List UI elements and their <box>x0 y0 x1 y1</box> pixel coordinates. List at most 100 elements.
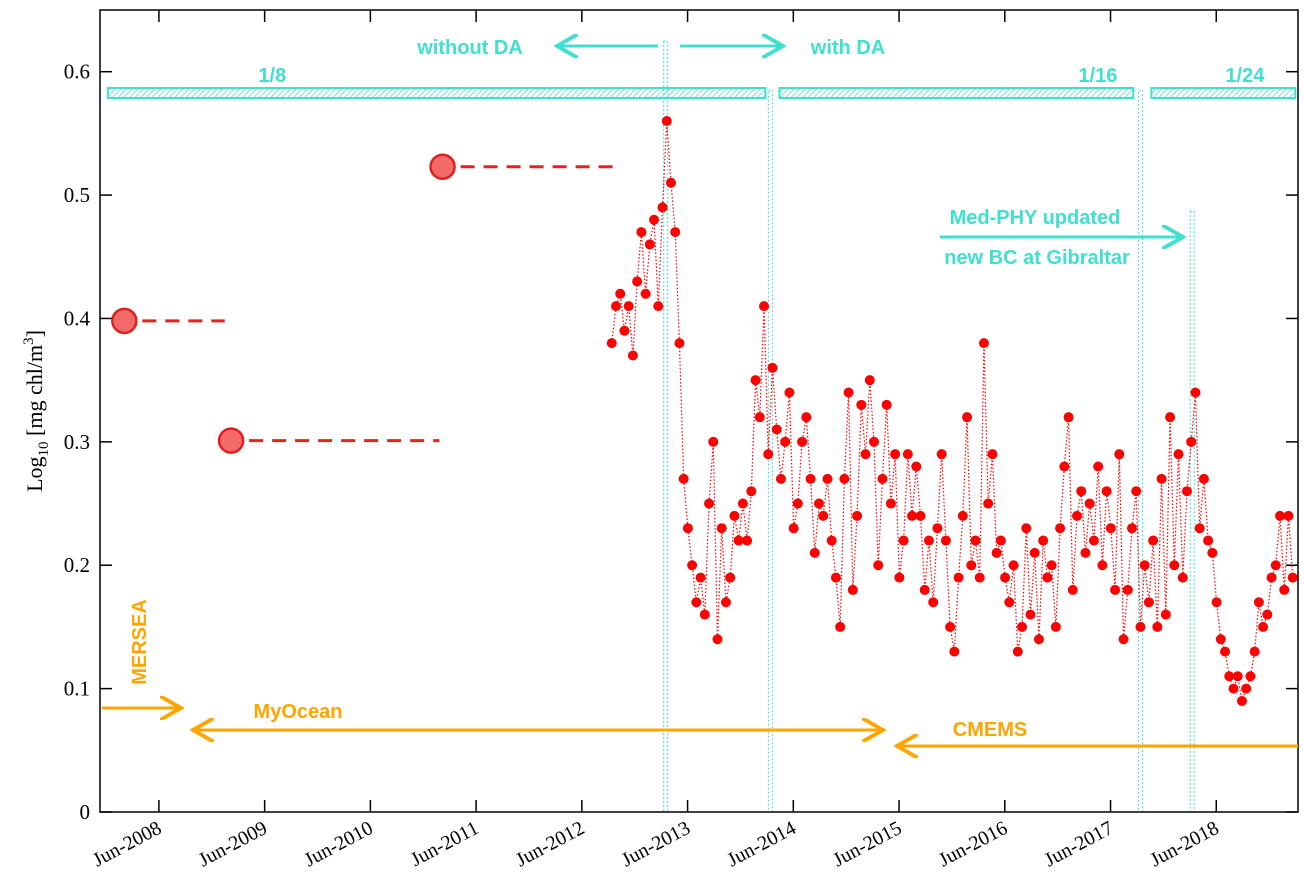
data-point <box>687 560 698 571</box>
data-point <box>1038 535 1049 546</box>
data-point <box>1021 523 1032 534</box>
data-point <box>881 399 892 410</box>
data-point <box>966 560 977 571</box>
data-point <box>1224 671 1235 682</box>
data-point <box>1228 683 1239 694</box>
reference-marker <box>111 307 138 335</box>
data-point <box>1211 597 1222 608</box>
data-point <box>890 449 901 460</box>
data-point <box>619 325 630 336</box>
data-point <box>712 634 723 645</box>
data-point <box>1080 547 1091 558</box>
data-point <box>1253 597 1264 608</box>
data-point <box>737 498 748 509</box>
data-point <box>759 301 770 312</box>
data-point <box>1236 695 1247 706</box>
data-point <box>1110 584 1121 595</box>
data-point <box>843 387 854 398</box>
data-point <box>1059 461 1070 472</box>
data-point <box>661 116 672 127</box>
data-point <box>1139 560 1150 571</box>
event-line <box>1137 89 1143 813</box>
x-tick-label: Jun-2008 <box>89 817 165 871</box>
data-point <box>830 572 841 583</box>
data-point <box>1177 572 1188 583</box>
data-point <box>822 473 833 484</box>
data-point <box>699 609 710 620</box>
data-point <box>1143 597 1154 608</box>
data-point <box>623 301 634 312</box>
data-point <box>945 621 956 632</box>
x-tick-label: Jun-2011 <box>407 817 482 871</box>
data-point <box>1165 412 1176 423</box>
data-point <box>780 436 791 447</box>
x-tick-label: Jun-2012 <box>512 817 588 871</box>
data-point <box>632 276 643 287</box>
data-point <box>1084 498 1095 509</box>
data-point <box>1008 560 1019 571</box>
data-point <box>1232 671 1243 682</box>
data-point <box>615 288 626 299</box>
data-point <box>1270 560 1281 571</box>
data-point <box>716 523 727 534</box>
annotation: new BC at Gibraltar <box>944 247 1130 269</box>
data-point <box>894 572 905 583</box>
data-point <box>1220 646 1231 657</box>
resolution-label: 1/8 <box>258 65 286 87</box>
data-point <box>674 338 685 349</box>
data-point <box>1033 634 1044 645</box>
data-point <box>1245 671 1256 682</box>
data-point <box>670 227 681 238</box>
resolution-label: 1/16 <box>1078 65 1117 87</box>
data-point <box>864 375 875 386</box>
data-point <box>1190 387 1201 398</box>
y-tick-label: 0.5 <box>64 183 90 207</box>
data-point <box>1207 547 1218 558</box>
data-point <box>665 177 676 188</box>
data-point <box>1072 510 1083 521</box>
y-tick-label: 0 <box>80 800 91 824</box>
data-point <box>970 535 981 546</box>
data-point <box>1004 597 1015 608</box>
data-point <box>1283 510 1294 521</box>
data-point <box>729 510 740 521</box>
data-point <box>1105 523 1116 534</box>
data-point <box>919 584 930 595</box>
reference-marker <box>217 427 245 454</box>
data-point <box>1093 461 1104 472</box>
data-point <box>839 473 850 484</box>
event-line <box>1189 210 1195 813</box>
data-point <box>725 572 736 583</box>
y-tick-label: 0.4 <box>64 306 91 330</box>
data-point <box>949 646 960 657</box>
data-point <box>1241 683 1252 694</box>
data-point <box>805 473 816 484</box>
data-point <box>1169 560 1180 571</box>
x-tick-label: Jun-2018 <box>1147 817 1223 871</box>
data-point <box>1173 449 1184 460</box>
data-point <box>733 535 744 546</box>
x-tick-label: Jun-2015 <box>829 817 905 871</box>
data-point <box>606 338 617 349</box>
data-point <box>797 436 808 447</box>
data-point <box>932 523 943 534</box>
data-point <box>1152 621 1163 632</box>
x-tick-label: Jun-2009 <box>195 817 271 871</box>
data-point <box>1186 436 1197 447</box>
data-point <box>784 387 795 398</box>
x-tick-label: Jun-2016 <box>935 817 1011 871</box>
data-point <box>1131 486 1142 497</box>
data-point <box>678 473 689 484</box>
y-tick-label: 0.3 <box>64 430 90 454</box>
data-point <box>1025 609 1036 620</box>
annotation: MERSEA <box>129 599 151 685</box>
resolution-label: 1/24 <box>1225 65 1265 87</box>
resolution-bar <box>778 87 1135 99</box>
data-point <box>940 535 951 546</box>
data-point <box>1156 473 1167 484</box>
data-point <box>1262 609 1273 620</box>
data-point <box>1275 510 1286 521</box>
y-tick-label: 0.2 <box>64 553 90 577</box>
data-point <box>978 338 989 349</box>
data-point <box>1194 523 1205 534</box>
